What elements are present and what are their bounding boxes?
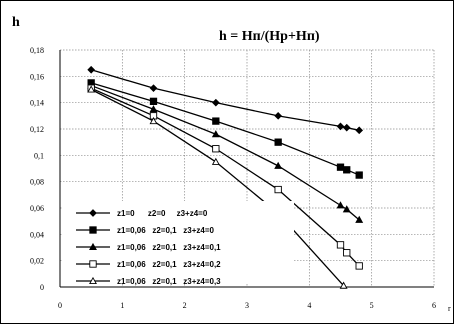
y-tick-label: 0	[40, 283, 44, 292]
data-point	[355, 171, 363, 179]
x-axis-label: r	[448, 304, 451, 313]
legend-marker	[89, 276, 97, 285]
y-tick-label: 0,06	[30, 204, 44, 213]
legend-label: z1=0,06 z2=0,1 z3+z4=0,2	[117, 260, 221, 269]
x-tick-label: 6	[432, 301, 436, 310]
series-2	[87, 79, 363, 179]
legend-label: z1=0 z2=0 z3+z4=0	[117, 209, 208, 218]
legend-marker	[89, 226, 97, 234]
data-point	[342, 123, 351, 132]
data-point	[355, 126, 364, 135]
data-point	[336, 122, 345, 131]
x-tick-label: 2	[183, 301, 187, 310]
data-point	[149, 97, 158, 106]
x-tick-label: 4	[307, 301, 311, 310]
legend: z1=0 z2=0 z3+z4=0 z1=0,06 z2=0,1 z3+z4=0 z…	[62, 201, 294, 286]
data-point	[355, 215, 364, 223]
x-tick-label: 0	[58, 301, 62, 310]
data-point	[211, 130, 220, 138]
y-tick-label: 0,04	[30, 230, 44, 239]
legend-item: z1=0,06 z2=0,1 z3+z4=0	[76, 226, 215, 235]
y-tick-label: 0,02	[30, 257, 44, 266]
x-tick-label: 1	[120, 301, 124, 310]
data-point	[336, 163, 345, 171]
data-point	[274, 138, 282, 146]
data-point	[336, 241, 345, 249]
legend-marker	[89, 260, 97, 268]
data-point	[355, 262, 363, 270]
data-point	[274, 161, 283, 169]
chart-title: h = Hп/(Hp+Hп)	[219, 29, 320, 44]
series-1	[87, 65, 364, 135]
y-tick-label: 0,12	[30, 125, 44, 134]
legend-item: z1=0,06 z2=0,1 z3+z4=0,1	[76, 242, 221, 252]
y-axis-label: h	[12, 15, 20, 30]
data-point	[87, 85, 96, 93]
data-point	[212, 145, 220, 153]
legend-label: z1=0,06 z2=0,1 z3+z4=0,1	[117, 243, 221, 252]
legend-marker	[89, 242, 97, 251]
data-point	[149, 116, 158, 125]
x-tick-label: 5	[370, 301, 374, 310]
y-tick-label: 0,14	[30, 99, 44, 108]
data-point	[212, 117, 220, 125]
legend-item: z1=0 z2=0 z3+z4=0	[76, 209, 208, 218]
data-point	[336, 201, 345, 209]
legend-item: z1=0,06 z2=0,1 z3+z4=0,2	[76, 260, 221, 269]
legend-item: z1=0,06 z2=0,1 z3+z4=0,3	[76, 276, 221, 286]
y-tick-label: 0,1	[34, 151, 44, 160]
data-point	[343, 249, 351, 257]
data-point	[343, 166, 351, 174]
data-point	[149, 105, 158, 113]
tick-labels: 0 0,02 0,04 0,06 0,08 0,1 0,12 0,14 0,16 0,18 0 1 2 3…	[30, 46, 451, 313]
y-tick-label: 0,08	[30, 178, 44, 187]
data-point	[211, 157, 220, 165]
data-point	[87, 65, 96, 74]
data-point	[339, 281, 348, 289]
data-point	[149, 84, 158, 93]
data-point	[274, 185, 282, 194]
legend-background	[62, 201, 294, 284]
series-group	[87, 65, 364, 289]
data-point	[274, 111, 283, 120]
legend-marker	[89, 209, 97, 217]
x-tick-label: 3	[245, 301, 249, 310]
data-point	[211, 98, 220, 107]
legend-label: z1=0,06 z2=0,1 z3+z4=0,3	[117, 277, 221, 286]
data-point	[342, 205, 351, 213]
y-tick-label: 0,18	[30, 46, 44, 55]
y-tick-label: 0,16	[30, 72, 44, 81]
legend-label: z1=0,06 z2=0,1 z3+z4=0	[117, 226, 215, 235]
